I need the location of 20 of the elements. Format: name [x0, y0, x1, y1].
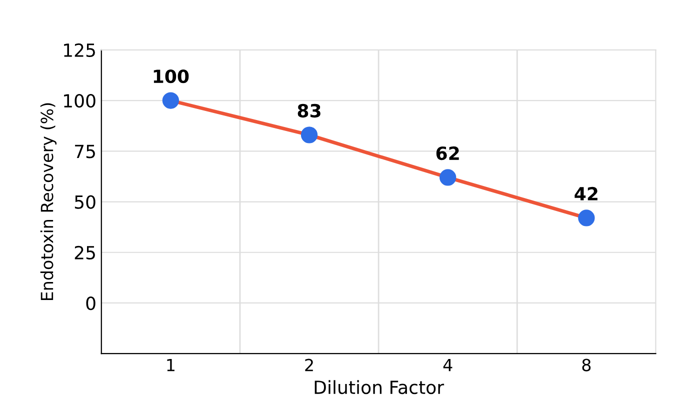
- point: [440, 169, 456, 186]
- data-label: 100: [154, 69, 189, 84]
- data-label: 83: [298, 104, 320, 118]
- x-tick-label: 4: [443, 358, 452, 372]
- data-label: 62: [436, 146, 459, 160]
- y-tick-label: 100: [64, 94, 96, 108]
- point: [578, 210, 595, 226]
- y-tick-label: 25: [74, 246, 95, 260]
- x-axis-title: Dilution Factor: [314, 380, 444, 394]
- data-label: 42: [574, 186, 598, 200]
- point: [300, 126, 318, 144]
- point: [162, 92, 180, 109]
- y-axis-title: Endotoxin Recovery (%): [40, 103, 57, 300]
- x-tick-label: 8: [582, 358, 591, 372]
- y-tick-label: 50: [74, 195, 96, 209]
- y-tick-label: 0: [86, 296, 96, 310]
- y-tick-label: 125: [64, 43, 95, 58]
- x-tick-label: 2: [305, 358, 313, 372]
- x-tick-label: 1: [167, 358, 174, 372]
- y-tick-label: 75: [75, 144, 95, 158]
